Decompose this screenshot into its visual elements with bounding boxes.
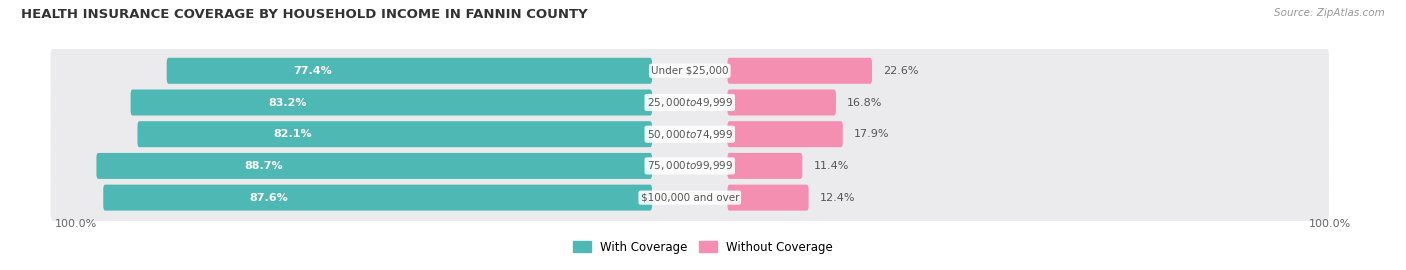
FancyBboxPatch shape [727, 121, 842, 147]
Text: 100.0%: 100.0% [55, 219, 97, 229]
Text: 12.4%: 12.4% [820, 193, 855, 202]
FancyBboxPatch shape [51, 78, 1329, 127]
FancyBboxPatch shape [51, 174, 1329, 222]
FancyBboxPatch shape [727, 153, 803, 179]
FancyBboxPatch shape [167, 58, 652, 84]
Text: 100.0%: 100.0% [1309, 219, 1351, 229]
Text: 87.6%: 87.6% [249, 193, 288, 202]
Text: HEALTH INSURANCE COVERAGE BY HOUSEHOLD INCOME IN FANNIN COUNTY: HEALTH INSURANCE COVERAGE BY HOUSEHOLD I… [21, 8, 588, 21]
Text: $75,000 to $99,999: $75,000 to $99,999 [647, 159, 733, 173]
Text: $100,000 and over: $100,000 and over [641, 193, 740, 202]
FancyBboxPatch shape [97, 153, 652, 179]
FancyBboxPatch shape [51, 142, 1329, 190]
FancyBboxPatch shape [138, 121, 652, 147]
Text: Source: ZipAtlas.com: Source: ZipAtlas.com [1274, 8, 1385, 18]
FancyBboxPatch shape [131, 89, 652, 116]
Text: 82.1%: 82.1% [273, 129, 312, 139]
FancyBboxPatch shape [103, 185, 652, 211]
FancyBboxPatch shape [51, 47, 1329, 95]
Text: 88.7%: 88.7% [245, 161, 283, 171]
Text: 77.4%: 77.4% [294, 66, 332, 76]
FancyBboxPatch shape [727, 58, 872, 84]
Text: $50,000 to $74,999: $50,000 to $74,999 [647, 128, 733, 141]
Text: 22.6%: 22.6% [883, 66, 918, 76]
FancyBboxPatch shape [51, 110, 1329, 158]
Text: 17.9%: 17.9% [853, 129, 890, 139]
Text: $25,000 to $49,999: $25,000 to $49,999 [647, 96, 733, 109]
Legend: With Coverage, Without Coverage: With Coverage, Without Coverage [572, 241, 834, 254]
Text: 11.4%: 11.4% [814, 161, 849, 171]
FancyBboxPatch shape [727, 89, 837, 116]
Text: 83.2%: 83.2% [269, 97, 307, 107]
Text: Under $25,000: Under $25,000 [651, 66, 728, 76]
FancyBboxPatch shape [727, 185, 808, 211]
Text: 16.8%: 16.8% [848, 97, 883, 107]
